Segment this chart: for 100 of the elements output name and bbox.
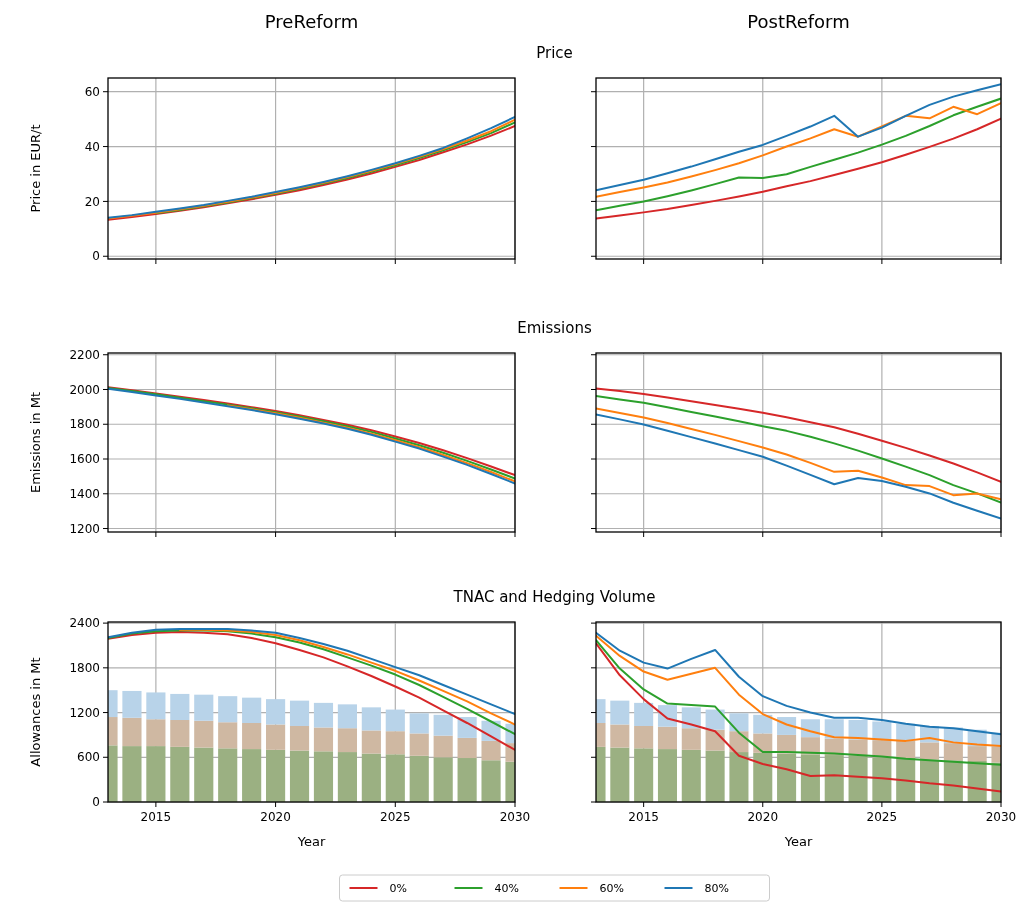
bar (361, 753, 381, 802)
bar (313, 702, 334, 728)
bar (920, 742, 940, 760)
bar (242, 722, 262, 750)
legend-label: 40% (494, 881, 519, 895)
chart-subtitle: Emissions (517, 319, 592, 337)
bar (753, 752, 773, 802)
bar (967, 746, 987, 762)
y-tick-label: 1800 (69, 417, 100, 432)
x-tick-label: 2030 (499, 810, 531, 824)
bar (433, 757, 453, 802)
line-series (154, 121, 515, 215)
bar (266, 749, 286, 802)
bar (361, 730, 381, 754)
bar (433, 735, 453, 758)
y-tick-label: 1200 (69, 521, 100, 536)
bar (289, 725, 310, 751)
bar (681, 749, 701, 802)
y-axis-title: Price in EUR/t (28, 124, 43, 213)
bar (337, 752, 357, 802)
bar (170, 720, 190, 747)
bar (313, 727, 334, 752)
x-tick-label: 2015 (140, 810, 172, 824)
bar (800, 754, 820, 802)
bar (657, 749, 677, 802)
bar (242, 697, 262, 723)
bar (313, 751, 334, 802)
bar (242, 749, 262, 802)
legend-label: 0% (389, 881, 407, 895)
bar (705, 750, 725, 802)
bar (729, 752, 749, 802)
bar (409, 733, 429, 756)
y-tick-label: 0 (92, 795, 100, 810)
bar (457, 737, 477, 759)
bar (610, 700, 630, 725)
bar (122, 746, 142, 802)
bar (657, 726, 677, 750)
chart-subtitle: Price (536, 44, 573, 62)
bar (705, 709, 725, 730)
bar (634, 702, 654, 726)
bar (218, 696, 238, 723)
bar (361, 707, 381, 731)
x-tick-label: 2025 (380, 810, 411, 824)
bar (481, 740, 501, 761)
bar (753, 714, 773, 734)
bar (337, 704, 357, 729)
bar (337, 728, 357, 753)
bar (409, 713, 429, 734)
y-tick-label: 60 (84, 84, 100, 99)
chart-title: PreReform (264, 11, 359, 32)
bar (289, 750, 310, 802)
bar (194, 720, 214, 748)
bar (146, 719, 166, 747)
bar (824, 755, 844, 802)
bar (409, 755, 429, 802)
bar (146, 692, 166, 720)
bar (146, 746, 166, 802)
y-tick-label: 2000 (69, 382, 100, 397)
x-axis-title: Year (783, 834, 813, 849)
bar (610, 747, 630, 802)
bar (170, 693, 190, 721)
chart-subtitle: TNAC and Hedging Volume (452, 588, 656, 606)
y-tick-label: 1400 (69, 486, 100, 501)
bar (681, 728, 701, 750)
bar (194, 694, 214, 721)
y-tick-label: 20 (84, 194, 100, 209)
y-tick-label: 2200 (69, 347, 100, 362)
y-tick-label: 1800 (69, 661, 100, 676)
legend-label: 80% (704, 881, 729, 895)
x-tick-label: 2030 (985, 810, 1017, 824)
bar (481, 760, 501, 802)
bar (872, 757, 892, 802)
bar (170, 746, 190, 802)
x-tick-label: 2015 (628, 810, 659, 824)
bar (634, 725, 654, 749)
chart-title: PostReform (747, 11, 850, 32)
y-axis-title: Allowances in Mt (28, 657, 43, 767)
bar (705, 729, 725, 751)
bar (122, 717, 142, 747)
legend-label: 60% (599, 881, 624, 895)
line-series (178, 628, 515, 726)
y-tick-label: 1200 (69, 705, 100, 720)
bar (122, 690, 142, 718)
bar (385, 754, 405, 802)
y-tick-label: 600 (77, 750, 100, 765)
x-tick-label: 2020 (747, 810, 779, 824)
bar (266, 699, 286, 725)
bar (634, 748, 654, 802)
x-tick-label: 2025 (866, 810, 898, 824)
bar (896, 740, 916, 759)
bar (289, 700, 310, 726)
y-axis-title: Emissions in Mt (28, 391, 43, 494)
bar (218, 722, 238, 749)
bar (848, 755, 868, 802)
bar (457, 758, 477, 802)
bar (729, 713, 749, 732)
y-tick-label: 40 (84, 139, 100, 154)
bar (385, 731, 405, 755)
y-tick-label: 0 (92, 249, 100, 264)
x-tick-label: 2020 (260, 810, 291, 824)
